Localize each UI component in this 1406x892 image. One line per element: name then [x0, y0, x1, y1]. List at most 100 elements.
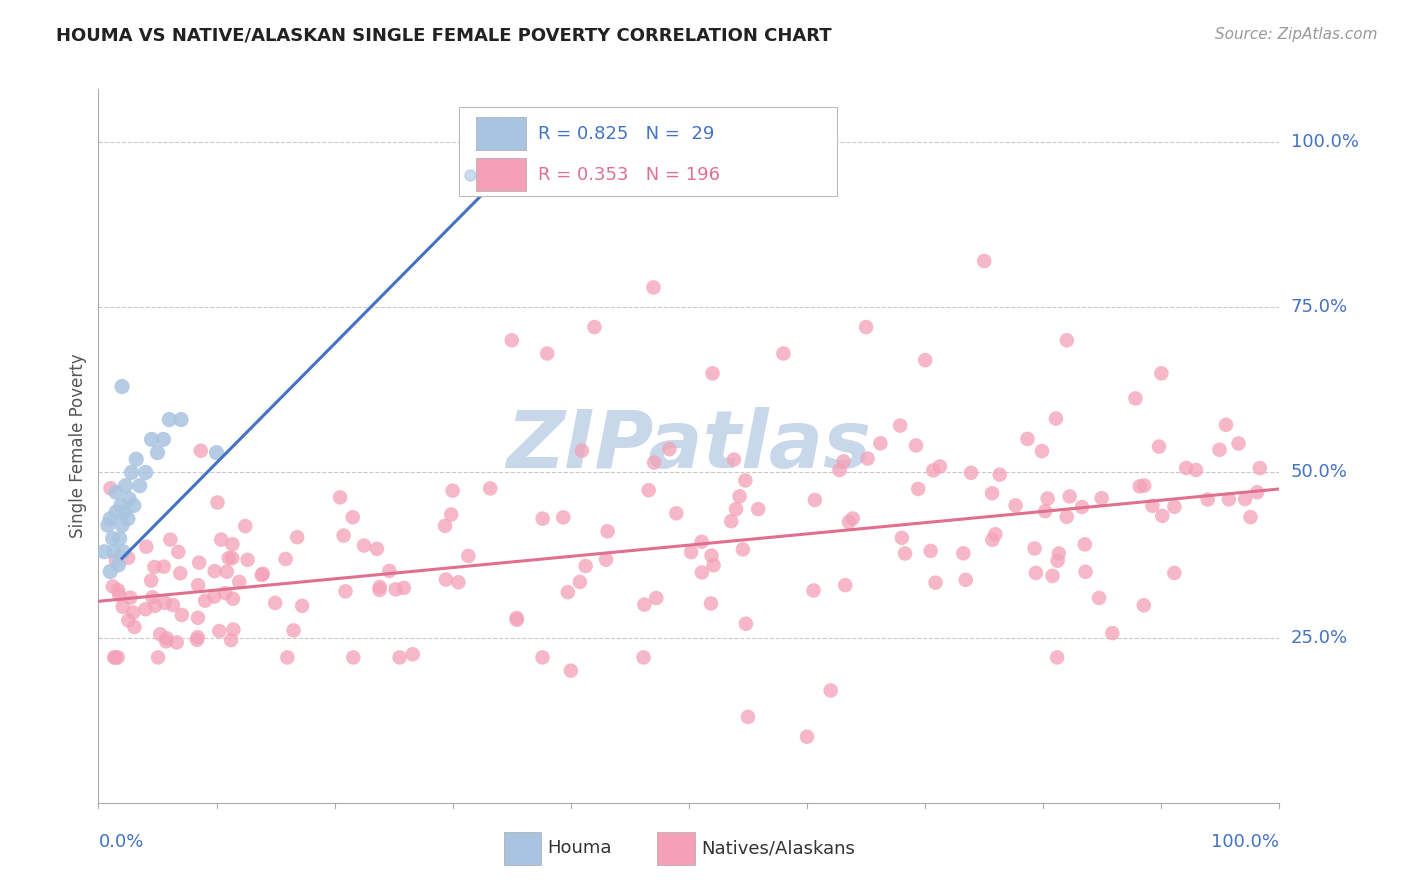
Point: [838, 515, 860, 529]
Point: [388, 650, 411, 665]
Point: [141, 591, 163, 605]
Point: [188, 556, 211, 570]
Point: [169, 566, 191, 581]
Point: [920, 544, 942, 558]
Point: [723, 452, 745, 467]
Point: [1088, 591, 1111, 605]
Point: [141, 433, 163, 447]
Point: [952, 546, 974, 560]
Point: [205, 445, 228, 459]
Point: [737, 710, 759, 724]
Point: [702, 367, 724, 381]
Point: [156, 631, 179, 645]
Text: Source: ZipAtlas.com: Source: ZipAtlas.com: [1215, 27, 1378, 42]
Point: [1163, 566, 1185, 580]
Point: [1234, 491, 1257, 506]
Point: [1197, 492, 1219, 507]
Point: [560, 664, 582, 678]
Point: [1045, 411, 1067, 425]
Point: [890, 531, 912, 545]
Point: [218, 551, 240, 566]
Point: [353, 539, 375, 553]
Point: [100, 481, 122, 495]
Point: [264, 596, 287, 610]
Point: [440, 508, 463, 522]
Point: [125, 452, 148, 467]
Point: [283, 624, 305, 638]
Text: Houma: Houma: [547, 839, 612, 857]
Point: [960, 466, 983, 480]
Point: [1208, 442, 1230, 457]
Point: [209, 533, 232, 547]
Point: [143, 599, 166, 613]
Point: [924, 575, 946, 590]
Point: [149, 627, 172, 641]
Point: [1227, 436, 1250, 450]
Point: [457, 549, 479, 563]
Point: [820, 683, 842, 698]
Point: [856, 451, 879, 466]
Point: [215, 565, 238, 579]
Point: [118, 491, 141, 506]
Point: [1004, 499, 1026, 513]
Point: [107, 583, 129, 598]
Point: [252, 566, 274, 581]
Point: [842, 511, 865, 525]
Point: [633, 650, 655, 665]
Point: [734, 474, 756, 488]
Point: [728, 489, 751, 503]
Point: [332, 528, 354, 542]
Point: [219, 633, 242, 648]
Point: [441, 483, 464, 498]
Point: [955, 573, 977, 587]
Point: [114, 478, 136, 492]
Text: R = 0.825   N =  29: R = 0.825 N = 29: [537, 125, 714, 143]
Point: [97, 518, 120, 533]
Point: [914, 353, 936, 368]
Point: [928, 459, 950, 474]
Point: [101, 532, 124, 546]
Point: [643, 456, 665, 470]
Point: [143, 560, 166, 574]
Point: [1129, 479, 1152, 493]
Point: [110, 499, 132, 513]
Point: [236, 553, 259, 567]
Point: [1147, 440, 1170, 454]
Point: [724, 502, 747, 516]
Point: [1025, 566, 1047, 580]
Point: [103, 650, 125, 665]
Point: [583, 320, 606, 334]
Point: [720, 514, 742, 528]
Point: [855, 320, 877, 334]
Point: [103, 545, 125, 559]
Point: [207, 495, 229, 509]
Text: 75.0%: 75.0%: [1291, 298, 1348, 317]
Point: [434, 518, 457, 533]
Point: [645, 591, 668, 605]
Point: [228, 574, 250, 589]
FancyBboxPatch shape: [477, 117, 526, 150]
Point: [368, 582, 391, 597]
Point: [1071, 500, 1094, 514]
Point: [122, 499, 145, 513]
Point: [557, 585, 579, 599]
Point: [981, 486, 1004, 500]
Point: [222, 591, 245, 606]
Point: [98, 565, 121, 579]
Text: ZIPatlas: ZIPatlas: [506, 407, 872, 485]
Point: [107, 558, 129, 572]
Point: [637, 483, 659, 498]
Point: [152, 433, 174, 447]
Point: [1042, 569, 1064, 583]
FancyBboxPatch shape: [503, 832, 541, 865]
Point: [1163, 500, 1185, 514]
Point: [1091, 491, 1114, 505]
Point: [1033, 504, 1056, 518]
Point: [596, 524, 619, 539]
Point: [1152, 508, 1174, 523]
Point: [1074, 565, 1097, 579]
Point: [1046, 554, 1069, 568]
Point: [291, 599, 314, 613]
Point: [274, 552, 297, 566]
Point: [122, 606, 145, 620]
